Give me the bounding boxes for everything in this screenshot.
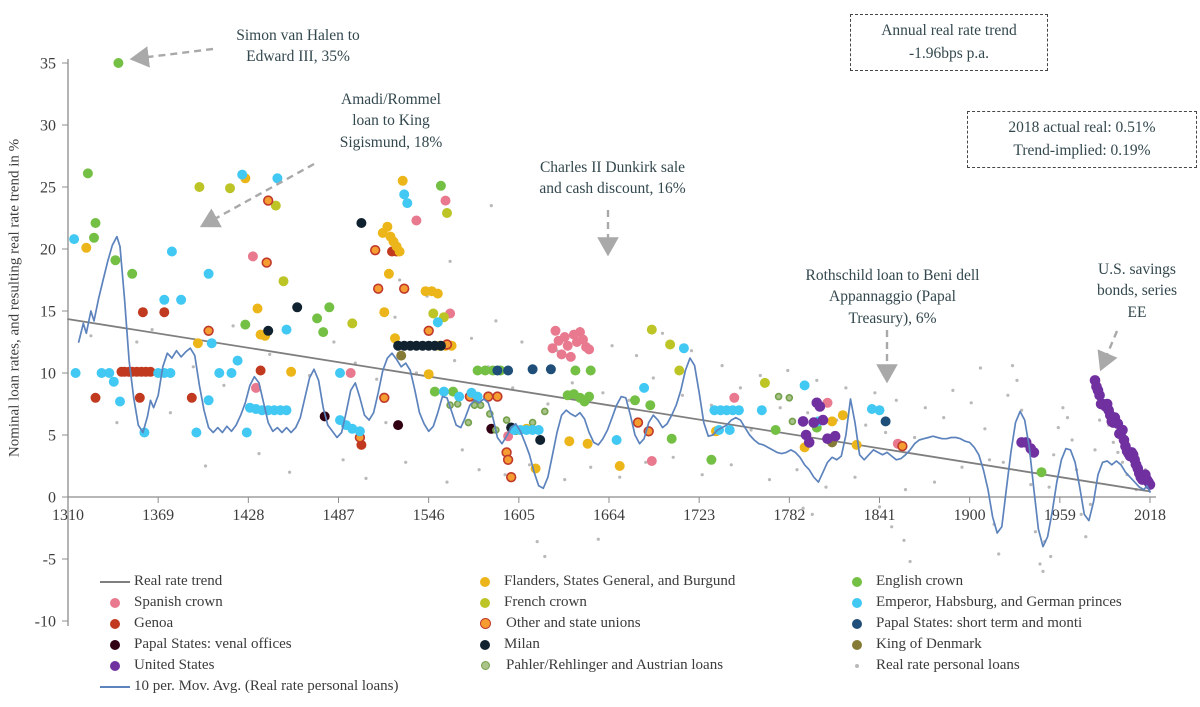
legend-swatch-ring-icon — [480, 618, 491, 629]
series-line-moving-average — [77, 235, 1151, 548]
x-tick-label: 2018 — [1134, 507, 1166, 524]
legend-swatch-dot-icon — [110, 660, 120, 671]
legend-label: Papal States: short term and monti — [876, 615, 1083, 631]
legend-label: Real rate trend — [134, 573, 223, 589]
legend-label: French crown — [504, 594, 587, 610]
legend-item: King of Denmark — [842, 634, 1122, 655]
legend-column: English crown Emperor, Habsburg, and Germ… — [842, 571, 1122, 676]
actual-real-box: 2018 actual real: 0.51% Trend-implied: 0… — [967, 111, 1197, 168]
legend-label: United States — [134, 657, 215, 673]
x-tick-label: 1959 — [1044, 507, 1076, 524]
annotation-us-savings-ee: U.S. savings bonds, series EE — [1096, 261, 1178, 321]
legend-swatch-dot-icon — [852, 639, 862, 650]
x-tick-label: 1782 — [773, 507, 805, 524]
y-tick-label: 25 — [40, 180, 56, 197]
legend-item: Pahler/Rehlinger and Austrian loans — [470, 655, 735, 676]
y-axis-title: Nominal loan rates, and resulting real r… — [6, 138, 23, 458]
legend-swatch-dot-icon — [852, 618, 862, 629]
legend-swatch-dot-icon — [852, 576, 862, 587]
legend-item: Papal States: short term and monti — [842, 613, 1122, 634]
legend-label: Milan — [504, 636, 540, 652]
legend-label: King of Denmark — [876, 636, 982, 652]
legend-item: Papal States: venal offices — [100, 634, 399, 655]
series-emperor-habsburg — [69, 169, 885, 445]
annual-trend-box: Annual real rate trend -1.96bps p.a. — [850, 14, 1048, 71]
y-tick-label: 20 — [40, 242, 56, 259]
legend-item: French crown — [470, 592, 735, 613]
annotation-arrow-simon-van-halen — [129, 46, 214, 68]
legend-label: Spanish crown — [134, 594, 223, 610]
annotation-rothschild: Rothschild loan to Beni dell Appannaggio… — [805, 267, 980, 327]
series-other-unions — [203, 195, 908, 483]
legend-swatch-dot-icon — [852, 597, 862, 608]
legend-swatch-dot-icon — [480, 597, 490, 608]
legend-swatch-dot-icon — [110, 618, 120, 629]
y-tick-label: 0 — [48, 490, 56, 507]
y-tick-label: 15 — [40, 304, 56, 321]
annotation-arrow-us-savings-ee — [1097, 330, 1119, 372]
legend-label: Flanders, States General, and Burgund — [504, 573, 736, 589]
x-tick-label: 1841 — [864, 507, 896, 524]
legend-label: Papal States: venal offices — [134, 636, 292, 652]
annotation-simon-van-halen: Simon van Halen to Edward III, 35% — [236, 27, 360, 66]
legend-label: Other and state unions — [506, 615, 641, 631]
legend-column: Flanders, States General, and Burgund Fre… — [470, 571, 735, 676]
legend-swatch-dot-icon — [480, 576, 490, 587]
series-united-states — [797, 375, 1156, 490]
legend-label: 10 per. Mov. Avg. (Real rate personal lo… — [134, 678, 399, 694]
x-tick-label: 1428 — [232, 507, 264, 524]
legend: Real rate trend Spanish crown Genoa Papal S… — [0, 571, 1200, 707]
annotation-charles-ii: Charles II Dunkirk sale and cash discoun… — [539, 159, 686, 198]
legend-swatch-tiny-icon — [855, 663, 859, 668]
actual-real-line1: 2018 actual real: 0.51% — [1008, 119, 1156, 136]
y-tick-label: 10 — [40, 366, 56, 383]
annotation-arrow-amadi-rommel — [199, 162, 315, 228]
legend-item: Flanders, States General, and Burgund — [470, 571, 735, 592]
legend-item: 10 per. Mov. Avg. (Real rate personal lo… — [100, 676, 399, 697]
legend-item: Milan — [470, 634, 735, 655]
x-tick-label: 1900 — [954, 507, 986, 524]
y-tick-label: -5 — [43, 552, 56, 569]
legend-item: Genoa — [100, 613, 399, 634]
legend-label: Genoa — [134, 615, 174, 631]
y-tick-label: 35 — [40, 56, 56, 73]
legend-column: Real rate trend Spanish crown Genoa Papal S… — [100, 571, 399, 697]
series-french-crown — [194, 182, 770, 388]
annual-trend-line2: -1.96bps p.a. — [908, 45, 990, 63]
x-tick-label: 1664 — [593, 507, 625, 524]
series-line-trend — [67, 318, 1151, 493]
legend-swatch-line-icon — [100, 580, 130, 583]
legend-item: United States — [100, 655, 399, 676]
x-tick-label: 1369 — [142, 507, 174, 524]
legend-item: Real rate personal loans — [842, 655, 1122, 676]
annotation-amadi-rommel: Amadi/Rommel loan to King Sigismund, 18% — [339, 91, 443, 151]
legend-swatch-dot-icon — [110, 597, 120, 608]
x-tick-label: 1546 — [413, 507, 445, 524]
legend-item: Spanish crown — [100, 592, 399, 613]
x-tick-label: 1487 — [323, 507, 355, 524]
legend-item: English crown — [842, 571, 1122, 592]
actual-real-line2: Trend-implied: 0.19% — [1013, 142, 1151, 160]
x-tick-label: 1605 — [503, 507, 535, 524]
series-papal-monti — [492, 364, 891, 427]
x-tick-label: 1723 — [683, 507, 715, 524]
legend-label: Pahler/Rehlinger and Austrian loans — [506, 657, 724, 673]
legend-swatch-dot-icon — [480, 639, 490, 650]
legend-item: Emperor, Habsburg, and German princes — [842, 592, 1122, 613]
legend-label: English crown — [876, 573, 964, 589]
annual-trend-line1: Annual real rate trend — [881, 22, 1017, 39]
x-tick-label: 1310 — [52, 507, 84, 524]
y-tick-label: 5 — [48, 428, 56, 445]
y-tick-label: 30 — [40, 118, 56, 135]
legend-item: Other and state unions — [470, 613, 735, 634]
legend-label: Real rate personal loans — [876, 657, 1020, 673]
legend-item: Real rate trend — [100, 571, 399, 592]
y-tick-label: -10 — [35, 614, 56, 631]
legend-label: Emperor, Habsburg, and German princes — [876, 594, 1122, 610]
legend-swatch-line-icon — [100, 685, 130, 688]
legend-swatch-dot-icon — [110, 639, 120, 650]
legend-swatch-small-icon — [481, 661, 490, 670]
